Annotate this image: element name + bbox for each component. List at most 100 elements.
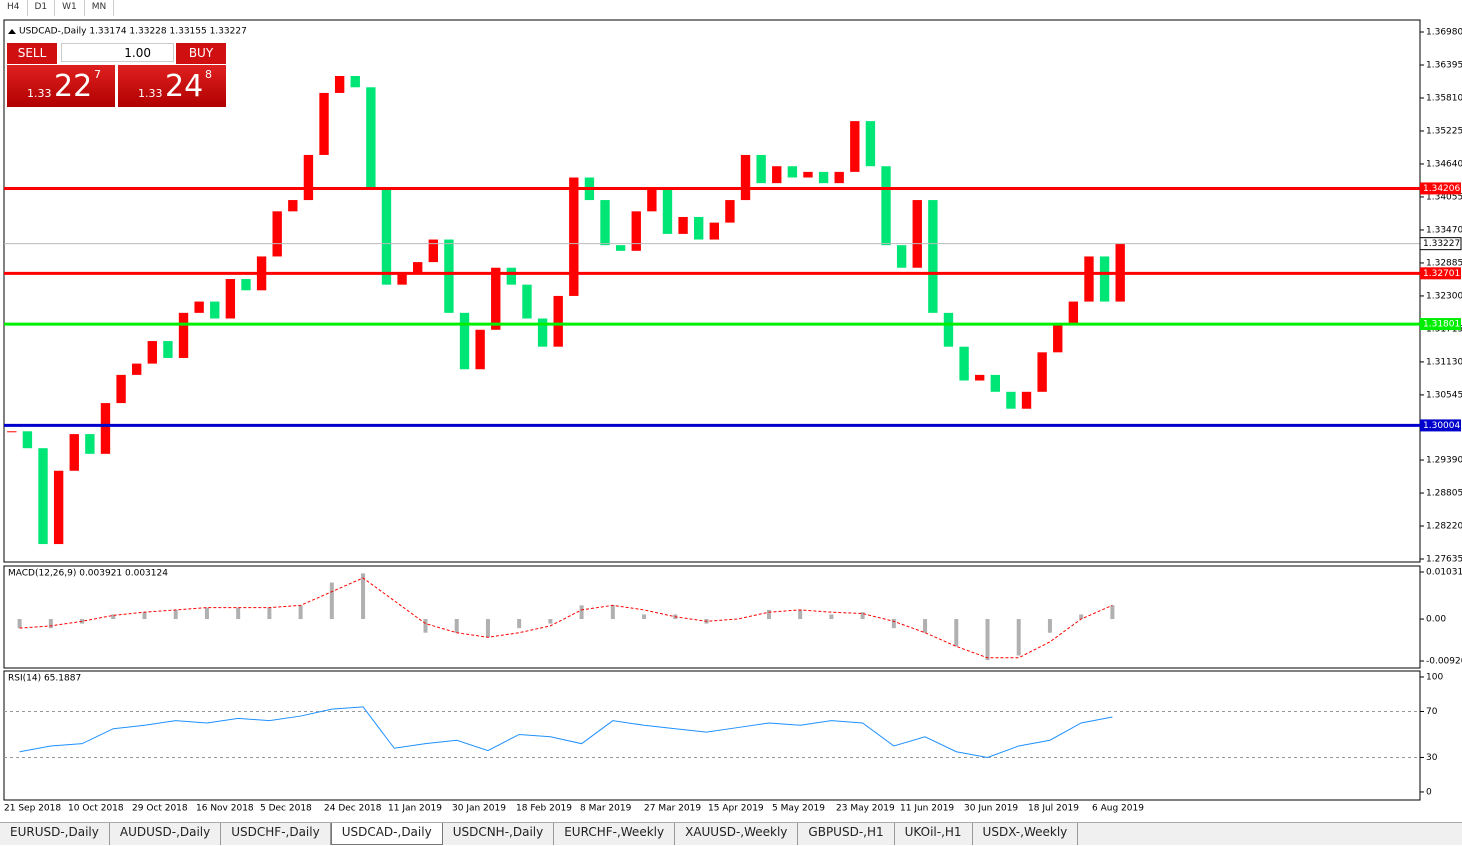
candle (631, 211, 641, 251)
chart-tab[interactable]: GBPUSD-,H1 (798, 823, 895, 845)
buy-button[interactable]: BUY (176, 43, 226, 64)
signal-line (19, 577, 1113, 659)
chart-tab[interactable]: USDCNH-,Daily (443, 823, 555, 845)
y-tick-label: 1.28805 (1426, 489, 1462, 499)
y-tick-label: 1.30545 (1426, 390, 1462, 400)
candle (1084, 256, 1094, 302)
candle (69, 434, 79, 471)
chart-tab[interactable]: USDX-,Weekly (973, 823, 1079, 845)
candle (475, 329, 485, 370)
macd-label: MACD(12,26,9) 0.003921 0.003124 (8, 569, 168, 579)
candle (662, 188, 673, 234)
y-tick-label: 1.29390 (1426, 456, 1462, 466)
candle (850, 121, 860, 172)
candle (881, 166, 891, 246)
y-tick-label: 1.35810 (1426, 93, 1462, 103)
candle (943, 312, 954, 347)
candle (912, 200, 922, 268)
candle (272, 211, 282, 257)
chart-tab[interactable]: USDCHF-,Daily (221, 823, 331, 845)
candle (1006, 391, 1016, 409)
chart-tab[interactable]: XAUUSD-,Weekly (675, 823, 799, 845)
chart-tabs: EURUSD-,Daily AUDUSD-,Daily USDCHF-,Daily U… (0, 822, 1462, 845)
candle (1037, 352, 1047, 392)
level-label: 1.31801 (1423, 320, 1460, 330)
y-tick-label: -0.009203 (1426, 657, 1462, 667)
chart-tab[interactable]: EURCHF-,Weekly (554, 823, 676, 845)
sell-button[interactable]: SELL (7, 43, 57, 64)
candle (225, 279, 236, 319)
level-label: 1.34206 (1423, 184, 1460, 194)
candle (319, 92, 329, 155)
candle (928, 200, 938, 313)
y-tick-label: 70 (1426, 707, 1438, 717)
candle (1021, 391, 1032, 409)
candle (350, 75, 360, 88)
candle (334, 75, 345, 93)
candle (397, 273, 407, 285)
candle (194, 301, 204, 313)
timeframe-button[interactable]: H4 (0, 0, 28, 16)
candle (756, 154, 766, 184)
candle (959, 346, 969, 381)
x-tick-label: 27 Mar 2019 (644, 804, 701, 814)
rsi-line (19, 706, 1113, 758)
y-tick-label: 100 (1426, 672, 1443, 682)
buy-price[interactable]: 1.33 24 8 (118, 65, 226, 107)
chart-tab[interactable]: UKOil-,H1 (895, 823, 973, 845)
y-tick-label: 0 (1426, 787, 1432, 797)
price-big: 1.33 (27, 87, 52, 100)
x-tick-label: 5 May 2019 (772, 804, 825, 814)
chart-tab[interactable]: AUDUSD-,Daily (110, 823, 222, 845)
candle (600, 200, 610, 246)
candle (709, 222, 719, 240)
candle (1053, 324, 1063, 353)
y-tick-label: 0.00 (1426, 615, 1446, 625)
y-tick-label: 1.34055 (1426, 192, 1462, 202)
x-tick-label: 15 Apr 2019 (708, 804, 764, 814)
current-price-tag (1419, 237, 1462, 251)
y-tick-label: 1.34640 (1426, 159, 1462, 169)
level-tag (1420, 318, 1461, 331)
level-label: 1.30004 (1423, 421, 1460, 431)
candle (537, 318, 548, 347)
timeframe-button[interactable]: D1 (28, 0, 56, 16)
candle (444, 239, 454, 313)
candle (163, 341, 173, 358)
level-tag (1420, 267, 1461, 280)
rsi-panel (3, 670, 1421, 801)
collapse-icon[interactable] (8, 29, 16, 34)
lot-input[interactable]: 1.00 (61, 43, 174, 62)
candle (7, 431, 17, 433)
candle (22, 431, 33, 449)
candle (990, 374, 1000, 392)
candle (428, 239, 438, 263)
chart-tab[interactable]: EURUSD-,Daily (0, 823, 110, 845)
x-tick-label: 11 Jan 2019 (388, 804, 442, 814)
sell-price[interactable]: 1.33 22 7 (7, 65, 115, 107)
price-big: 1.33 (138, 87, 163, 100)
macd-panel (3, 565, 1421, 669)
candle (506, 267, 517, 285)
y-tick-label: 1.32885 (1426, 258, 1462, 268)
candle (787, 166, 798, 178)
candle (210, 301, 220, 319)
price-pips: 22 (54, 69, 93, 104)
candle (413, 262, 423, 274)
candle (865, 121, 876, 167)
symbol-info: USDCAD-,Daily 1.33174 1.33228 1.33155 1.… (19, 27, 247, 37)
candle (772, 166, 782, 184)
level-tag (1420, 182, 1461, 195)
timeframe-button[interactable]: MN (85, 0, 115, 16)
candle (522, 284, 532, 319)
candle (491, 267, 501, 330)
x-tick-label: 8 Mar 2019 (580, 804, 632, 814)
y-tick-label: 1.33470 (1426, 225, 1462, 235)
timeframe-button[interactable]: W1 (55, 0, 85, 16)
chart-tab[interactable]: USDCAD-,Daily (330, 823, 443, 845)
price-pips: 24 (165, 69, 204, 104)
x-tick-label: 16 Nov 2018 (196, 804, 254, 814)
current-price-label: 1.33227 (1423, 239, 1460, 249)
timeframe-toolbar: H4 D1 W1 MN (0, 0, 115, 16)
y-tick-label: 30 (1426, 753, 1438, 763)
